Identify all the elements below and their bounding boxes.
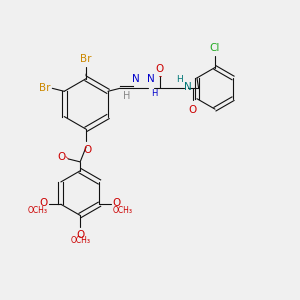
Text: O: O <box>113 198 121 208</box>
Text: Cl: Cl <box>210 43 220 53</box>
Text: H: H <box>151 89 158 98</box>
Text: OCH₃: OCH₃ <box>70 236 90 244</box>
Text: Br: Br <box>80 54 92 64</box>
Text: H: H <box>123 91 130 101</box>
Text: H: H <box>176 75 183 84</box>
Text: O: O <box>156 64 164 74</box>
Text: Br: Br <box>39 83 51 93</box>
Text: OCH₃: OCH₃ <box>28 206 47 215</box>
Text: O: O <box>76 230 84 240</box>
Text: O: O <box>189 105 197 115</box>
Text: N: N <box>184 82 191 92</box>
Text: O: O <box>39 198 47 208</box>
Text: N: N <box>132 74 140 84</box>
Text: N: N <box>147 74 154 84</box>
Text: OCH₃: OCH₃ <box>113 206 133 215</box>
Text: O: O <box>57 152 65 161</box>
Text: O: O <box>83 145 92 155</box>
